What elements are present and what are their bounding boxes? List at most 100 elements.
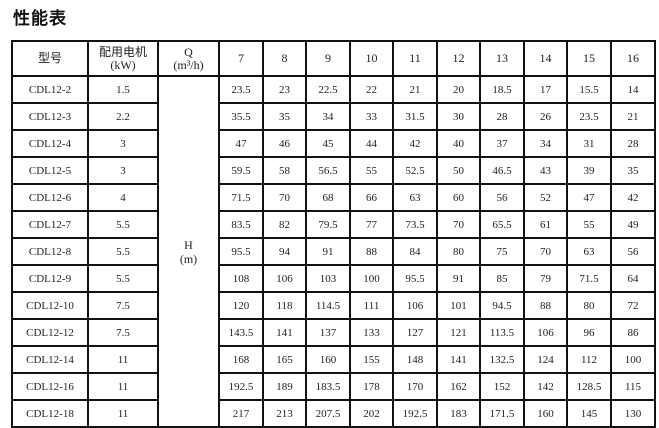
motor-power-cell: 5.5: [87, 237, 159, 266]
head-value-cell: 21: [392, 75, 438, 104]
head-value-cell: 170: [392, 372, 438, 401]
header-flow-value: 9: [305, 40, 351, 77]
model-cell: CDL12-10: [11, 291, 89, 320]
table-row: CDL12-5 3 59.5 58 56.5 55 52.5 50 46.5 43 39 35: [11, 156, 656, 185]
header-flow-value: 14: [523, 40, 568, 77]
table-row: CDL12-9 5.5 108 106 103 100 95.5 91 85 79 71.5 64: [11, 264, 656, 293]
head-value-cell: 28: [479, 102, 525, 131]
head-value-cell: 91: [305, 237, 351, 266]
head-value-cell: 168: [218, 345, 264, 374]
head-value-cell: 20: [436, 75, 481, 104]
header-flow-value: 10: [349, 40, 394, 77]
head-value-cell: 192.5: [218, 372, 264, 401]
head-value-cell: 21: [610, 102, 656, 131]
head-value-cell: 111: [349, 291, 394, 320]
head-value-cell: 23: [262, 75, 307, 104]
head-value-cell: 77: [349, 210, 394, 239]
head-value-cell: 55: [349, 156, 394, 185]
head-value-cell: 80: [436, 237, 481, 266]
head-value-cell: 22: [349, 75, 394, 104]
model-cell: CDL12-4: [11, 129, 89, 158]
table-row: CDL12-12 7.5 143.5 141 137 133 127 121 113.5 106 9…: [11, 318, 656, 347]
head-value-cell: 95.5: [218, 237, 264, 266]
head-value-cell: 31.5: [392, 102, 438, 131]
head-value-cell: 115: [610, 372, 656, 401]
head-value-cell: 113.5: [479, 318, 525, 347]
head-value-cell: 137: [305, 318, 351, 347]
table-row: CDL12-6 4 71.5 70 68 66 63 60 56 52 47 42: [11, 183, 656, 212]
header-flow-value: 13: [479, 40, 525, 77]
head-value-cell: 96: [566, 318, 612, 347]
head-value-cell: 178: [349, 372, 394, 401]
head-value-cell: 128.5: [566, 372, 612, 401]
head-value-cell: 15.5: [566, 75, 612, 104]
head-value-cell: 130: [610, 399, 656, 428]
model-cell: CDL12-2: [11, 75, 89, 104]
head-value-cell: 56: [610, 237, 656, 266]
flow-label: Q: [184, 44, 193, 59]
header-flow-value: 15: [566, 40, 612, 77]
motor-power-cell: 7.5: [87, 291, 159, 320]
head-value-cell: 155: [349, 345, 394, 374]
head-value-cell: 66: [349, 183, 394, 212]
performance-table: 型号 配用电机 (kW) Q (m³/h) 7 8 9 10 11 12 13 14 15 16 CD…: [11, 40, 656, 428]
head-value-cell: 52: [523, 183, 568, 212]
head-value-cell: 80: [566, 291, 612, 320]
head-value-cell: 56.5: [305, 156, 351, 185]
motor-power-cell: 5.5: [87, 210, 159, 239]
head-unit: (m): [179, 251, 198, 266]
model-cell: CDL12-9: [11, 264, 89, 293]
head-value-cell: 70: [262, 183, 307, 212]
head-value-cell: 183: [436, 399, 481, 428]
head-value-cell: 160: [523, 399, 568, 428]
head-value-cell: 70: [523, 237, 568, 266]
head-value-cell: 37: [479, 129, 525, 158]
head-value-cell: 83.5: [218, 210, 264, 239]
head-value-cell: 58: [262, 156, 307, 185]
head-value-cell: 34: [523, 129, 568, 158]
head-value-cell: 47: [566, 183, 612, 212]
head-value-cell: 88: [523, 291, 568, 320]
table-row: CDL12-14 11 168 165 160 155 148 141 132.5 124 112 1…: [11, 345, 656, 374]
header-flow-value: 12: [436, 40, 481, 77]
head-value-cell: 165: [262, 345, 307, 374]
head-value-cell: 52.5: [392, 156, 438, 185]
head-value-cell: 42: [610, 183, 656, 212]
head-value-cell: 213: [262, 399, 307, 428]
head-value-cell: 162: [436, 372, 481, 401]
head-value-cell: 121: [436, 318, 481, 347]
head-value-cell: 145: [566, 399, 612, 428]
head-value-cell: 33: [349, 102, 394, 131]
head-value-cell: 47: [218, 129, 264, 158]
head-value-cell: 42: [392, 129, 438, 158]
head-value-cell: 148: [392, 345, 438, 374]
motor-power-cell: 1.5: [87, 75, 159, 104]
header-flow-value: 11: [392, 40, 438, 77]
head-value-cell: 217: [218, 399, 264, 428]
head-value-cell: 18.5: [479, 75, 525, 104]
head-value-cell: 132.5: [479, 345, 525, 374]
head-value-cell: 95.5: [392, 264, 438, 293]
head-value-cell: 28: [610, 129, 656, 158]
head-value-cell: 26: [523, 102, 568, 131]
head-value-cell: 72: [610, 291, 656, 320]
motor-power-cell: 3: [87, 129, 159, 158]
head-label-cell: H (m): [157, 75, 220, 428]
head-value-cell: 68: [305, 183, 351, 212]
motor-power-cell: 11: [87, 399, 159, 428]
head-value-cell: 22.5: [305, 75, 351, 104]
head-value-cell: 46.5: [479, 156, 525, 185]
header-model: 型号: [11, 40, 89, 77]
motor-power-cell: 5.5: [87, 264, 159, 293]
head-value-cell: 60: [436, 183, 481, 212]
head-value-cell: 35.5: [218, 102, 264, 131]
head-value-cell: 65.5: [479, 210, 525, 239]
head-value-cell: 71.5: [218, 183, 264, 212]
head-value-cell: 31: [566, 129, 612, 158]
head-value-cell: 35: [610, 156, 656, 185]
head-value-cell: 101: [436, 291, 481, 320]
head-value-cell: 23.5: [218, 75, 264, 104]
table-row: CDL12-10 7.5 120 118 114.5 111 106 101 94.5 88 80 7…: [11, 291, 656, 320]
head-value-cell: 85: [479, 264, 525, 293]
head-value-cell: 141: [262, 318, 307, 347]
